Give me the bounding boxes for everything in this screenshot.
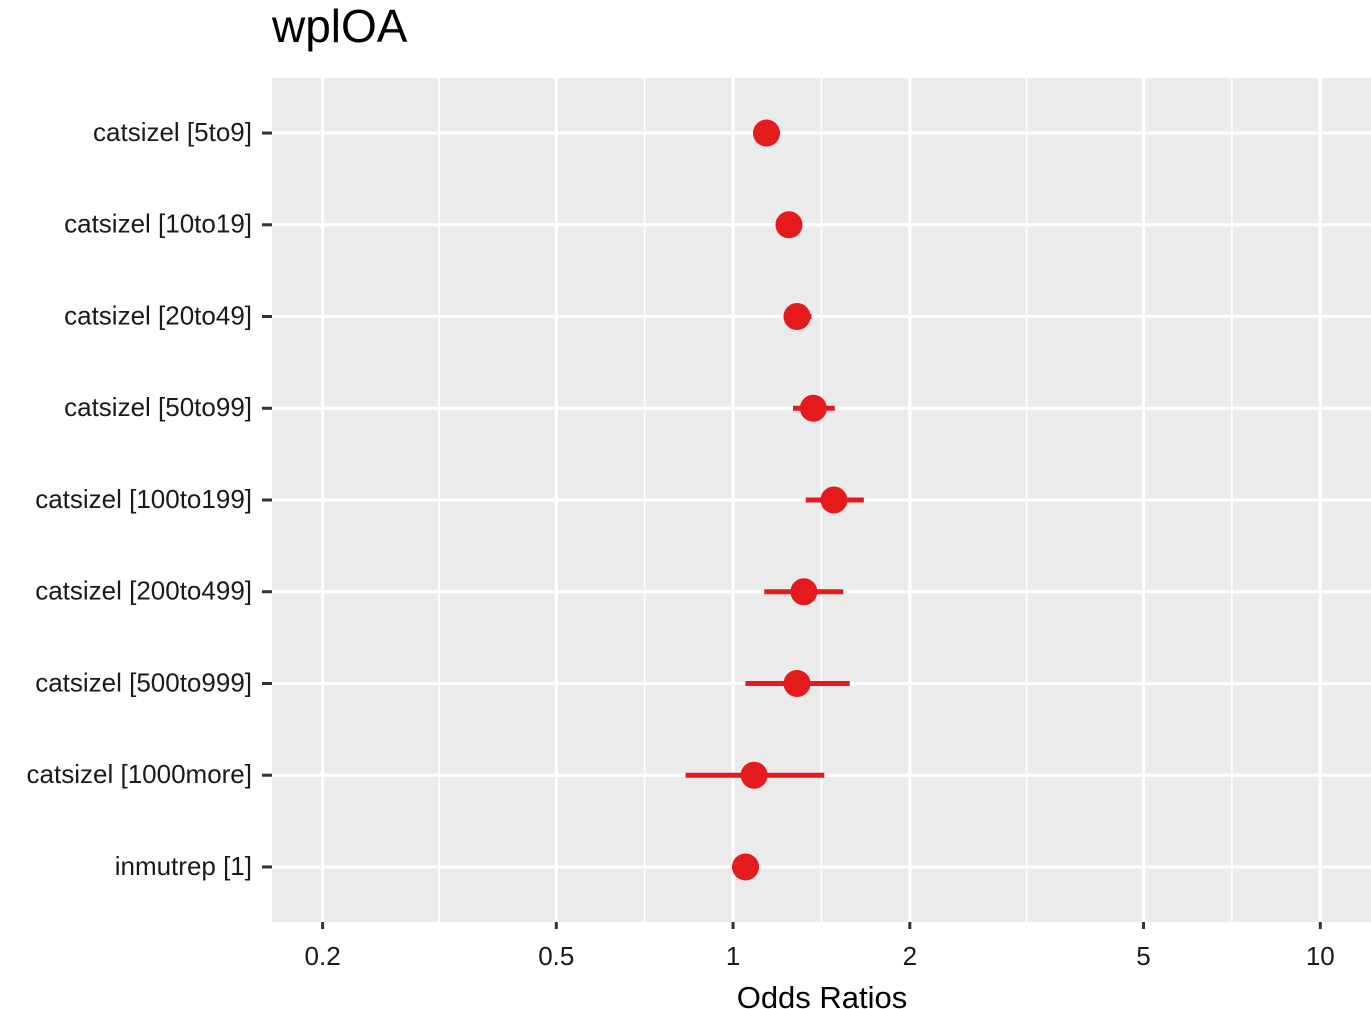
- estimate-point: [775, 211, 803, 239]
- estimate-point: [740, 761, 768, 789]
- y-tick-label: catsizel [500to999]: [35, 667, 252, 697]
- x-tick-label: 10: [1306, 941, 1335, 971]
- estimate-point: [799, 394, 827, 422]
- x-axis-title: Odds Ratios: [737, 980, 908, 1009]
- estimate-point: [783, 669, 811, 697]
- y-tick-label: catsizel [100to199]: [35, 484, 252, 514]
- x-tick-label: 5: [1136, 941, 1150, 971]
- y-tick-label: catsizel [1000more]: [27, 759, 252, 789]
- x-tick-label: 2: [903, 941, 917, 971]
- y-tick-label: catsizel [50to99]: [64, 392, 252, 422]
- estimate-point: [752, 119, 780, 147]
- y-tick-label: catsizel [20to49]: [64, 300, 252, 330]
- estimate-point: [790, 578, 818, 606]
- y-tick-label: catsizel [5to9]: [93, 117, 252, 147]
- y-tick-label: catsizel [10to19]: [64, 209, 252, 239]
- chart-title: wplOA: [271, 0, 408, 52]
- y-tick-label: inmutrep [1]: [115, 851, 252, 881]
- x-tick-label: 0.5: [538, 941, 574, 971]
- x-tick-label: 1: [726, 941, 740, 971]
- estimate-point: [783, 303, 811, 331]
- estimate-point: [732, 853, 760, 881]
- estimate-point: [820, 486, 848, 514]
- x-tick-label: 0.2: [305, 941, 341, 971]
- y-tick-label: catsizel [200to499]: [35, 576, 252, 606]
